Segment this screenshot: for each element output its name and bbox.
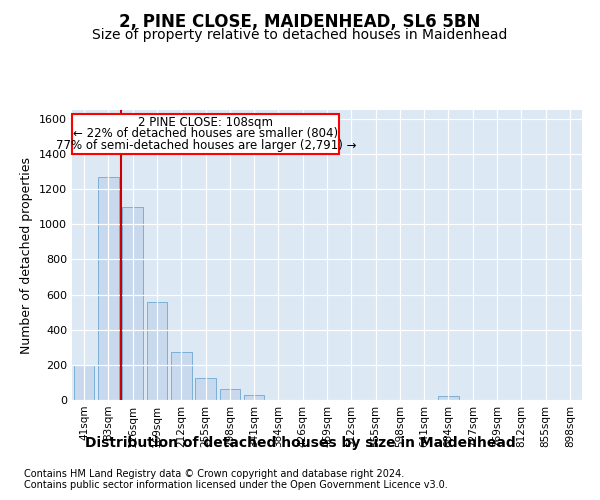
Text: Contains HM Land Registry data © Crown copyright and database right 2024.: Contains HM Land Registry data © Crown c… — [24, 469, 404, 479]
Y-axis label: Number of detached properties: Number of detached properties — [20, 156, 34, 354]
Text: 2, PINE CLOSE, MAIDENHEAD, SL6 5BN: 2, PINE CLOSE, MAIDENHEAD, SL6 5BN — [119, 14, 481, 32]
Bar — [220, 390, 240, 400]
Bar — [122, 206, 143, 400]
Bar — [98, 177, 119, 400]
Bar — [146, 302, 167, 400]
Text: 77% of semi-detached houses are larger (2,791) →: 77% of semi-detached houses are larger (… — [56, 138, 356, 151]
Bar — [195, 378, 216, 400]
Text: 2 PINE CLOSE: 108sqm: 2 PINE CLOSE: 108sqm — [139, 116, 274, 129]
Text: Contains public sector information licensed under the Open Government Licence v3: Contains public sector information licen… — [24, 480, 448, 490]
Bar — [74, 365, 94, 400]
Bar — [244, 394, 265, 400]
Text: ← 22% of detached houses are smaller (804): ← 22% of detached houses are smaller (80… — [73, 127, 338, 140]
Text: Distribution of detached houses by size in Maidenhead: Distribution of detached houses by size … — [85, 436, 515, 450]
Text: Size of property relative to detached houses in Maidenhead: Size of property relative to detached ho… — [92, 28, 508, 42]
Bar — [438, 396, 459, 400]
Bar — [171, 352, 191, 400]
